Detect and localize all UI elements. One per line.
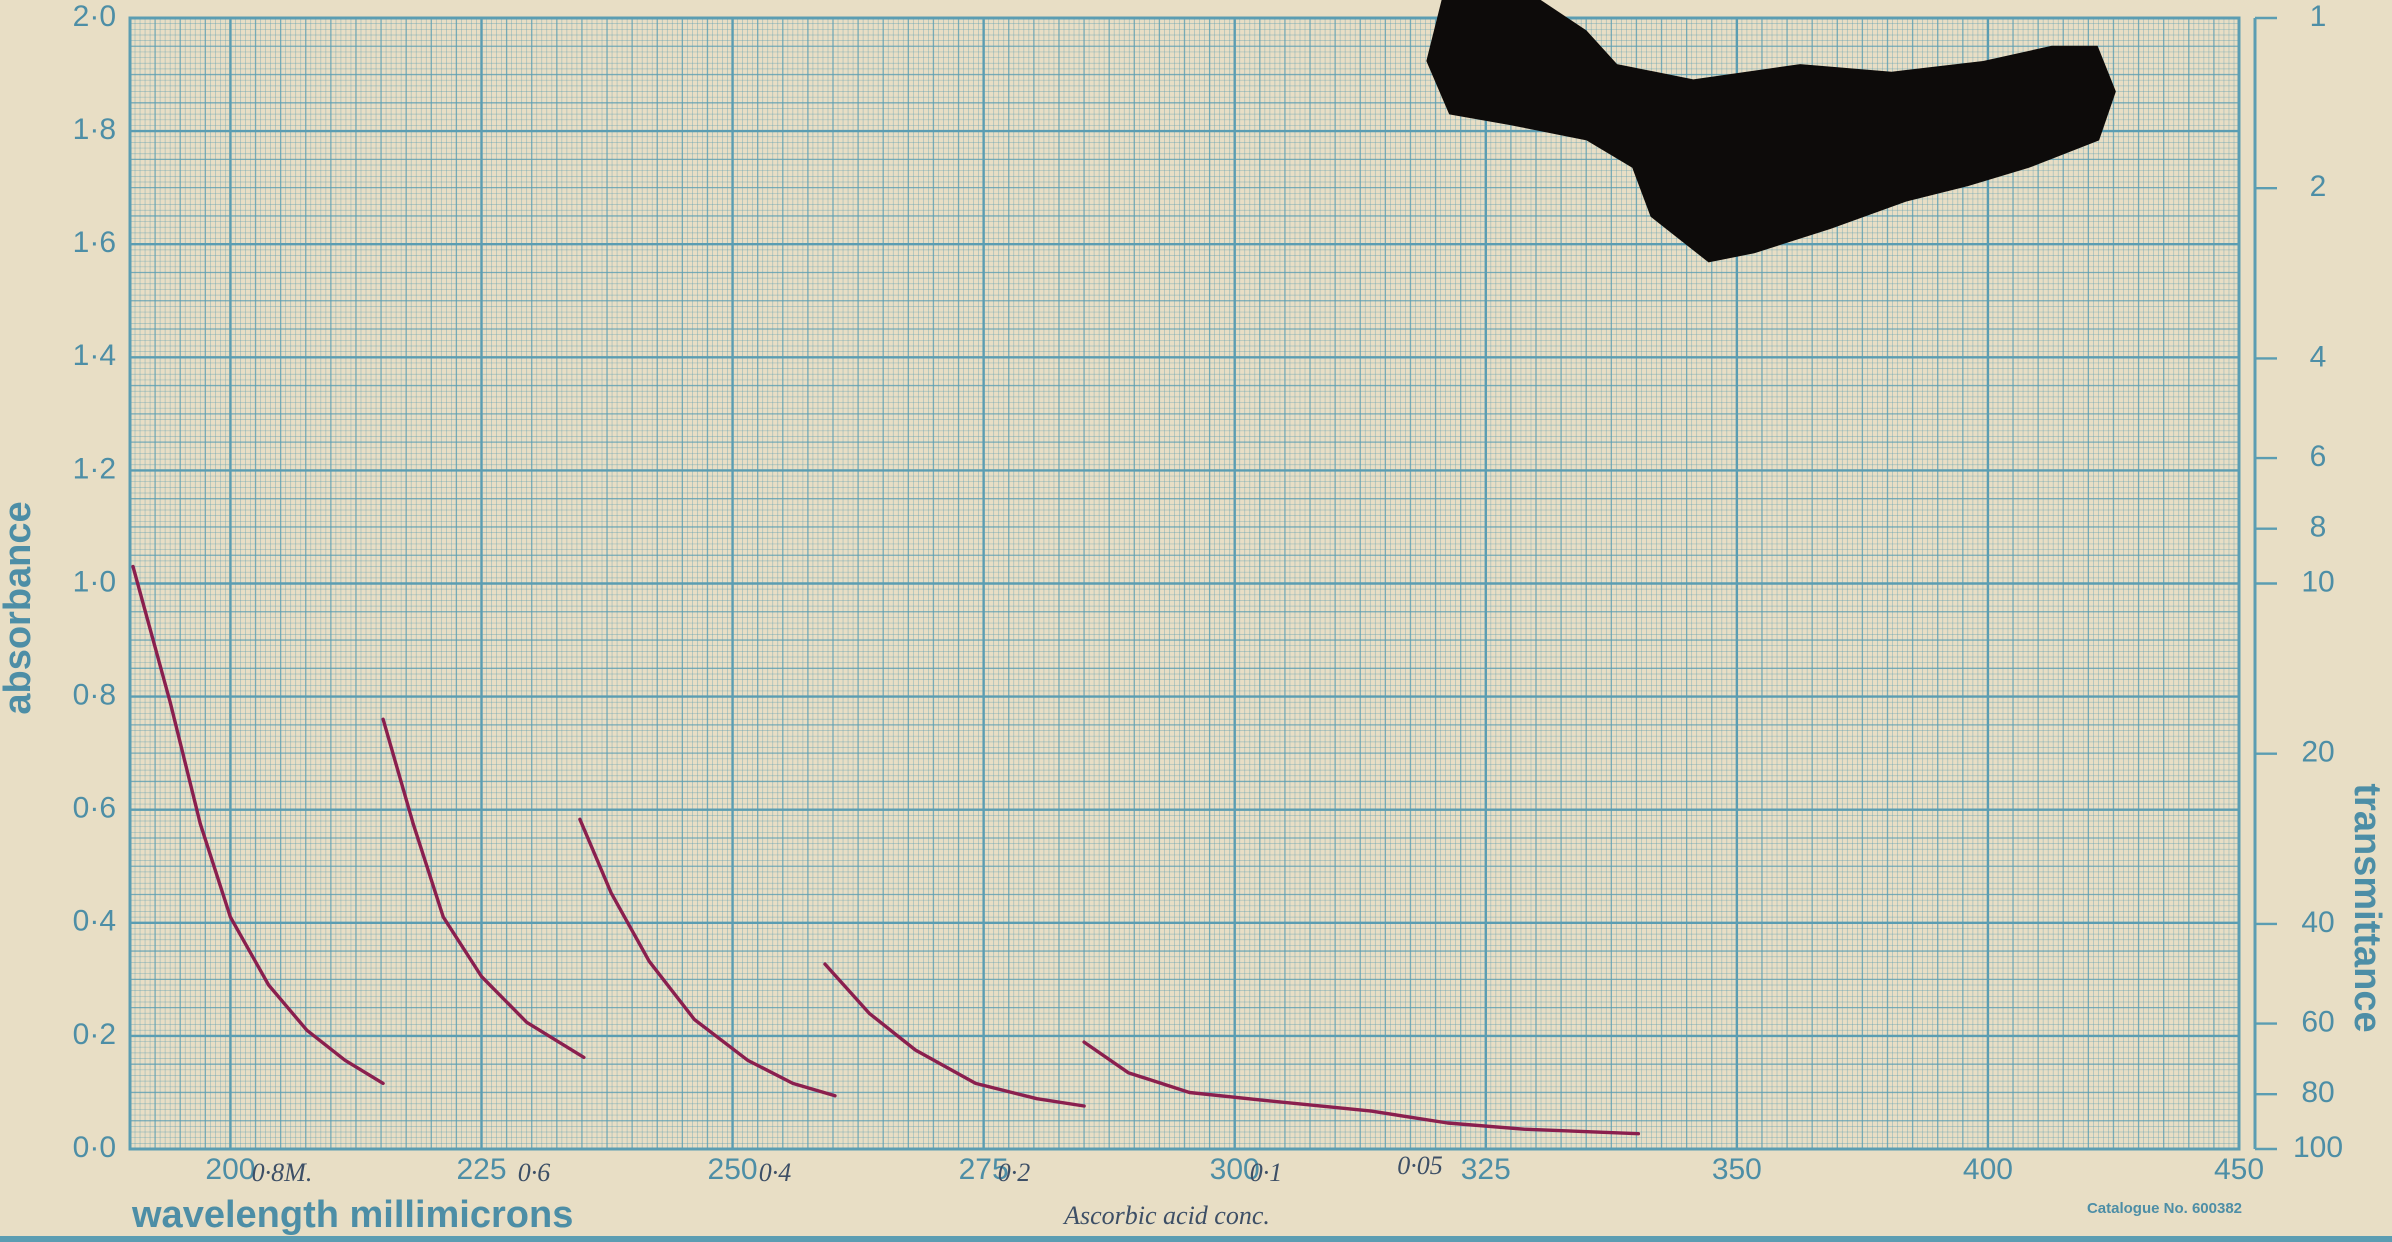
annotation: 0·2 bbox=[998, 1158, 1031, 1187]
y-tick-label: 0·0 bbox=[73, 1131, 116, 1164]
y2-tick-label: 100 bbox=[2293, 1131, 2343, 1164]
trace bbox=[823, 962, 1086, 1108]
trace bbox=[578, 817, 837, 1098]
plot-frame bbox=[128, 16, 2241, 1151]
annotation: 0·05 bbox=[1397, 1151, 1443, 1180]
y2-tick-label: 2 bbox=[2310, 170, 2327, 203]
y2-tick-label: 10 bbox=[2301, 565, 2334, 598]
y2-tick-label: 1 bbox=[2310, 0, 2327, 33]
x-tick-label: 325 bbox=[1461, 1153, 1511, 1186]
footnote: Catalogue No. 600382 bbox=[2087, 1200, 2242, 1217]
x-tick-label: 350 bbox=[1712, 1153, 1762, 1186]
y-tick-label: 2·0 bbox=[73, 0, 116, 33]
annotation: 0·1 bbox=[1250, 1158, 1283, 1187]
y2-tick-label: 40 bbox=[2301, 906, 2334, 939]
y-tick-label: 1·8 bbox=[73, 113, 116, 146]
x-axis-title: wavelength millimicrons bbox=[131, 1194, 573, 1236]
marks-layer bbox=[131, 564, 1641, 1136]
y-tick-label: 0·6 bbox=[73, 792, 116, 825]
y-axis-title: absorbance bbox=[0, 501, 39, 714]
trace bbox=[381, 717, 586, 1060]
x-tick-label: 225 bbox=[456, 1153, 506, 1186]
grid-layer bbox=[128, 16, 2277, 1151]
annotation: 0·4 bbox=[759, 1158, 792, 1187]
x-tick-label: 250 bbox=[708, 1153, 758, 1186]
annotation: Ascorbic acid conc. bbox=[1062, 1201, 1270, 1230]
y2-tick-label: 8 bbox=[2310, 511, 2327, 544]
y2-tick-label: 80 bbox=[2301, 1076, 2334, 1109]
x-tick-label: 200 bbox=[205, 1153, 255, 1186]
annotation: 0·6 bbox=[518, 1158, 551, 1187]
x-tick-label: 450 bbox=[2214, 1153, 2264, 1186]
y2-tick-label: 4 bbox=[2310, 340, 2327, 373]
x-tick-label: 300 bbox=[1210, 1153, 1260, 1186]
annotation: 0·8M. bbox=[252, 1158, 313, 1187]
bottom-band bbox=[0, 1236, 2392, 1242]
y2-tick-label: 60 bbox=[2301, 1005, 2334, 1038]
y2-tick-label: 20 bbox=[2301, 736, 2334, 769]
y2-tick-label: 6 bbox=[2310, 440, 2327, 473]
x-tick-label: 400 bbox=[1963, 1153, 2013, 1186]
x-tick-label: 275 bbox=[959, 1153, 1009, 1186]
y-tick-label: 0·2 bbox=[73, 1018, 116, 1051]
y-tick-label: 0·8 bbox=[73, 679, 116, 712]
y-tick-label: 0·4 bbox=[73, 905, 116, 938]
y-tick-label: 1·0 bbox=[73, 565, 116, 598]
trace bbox=[131, 564, 385, 1086]
torn-hole bbox=[1426, 0, 2116, 263]
y-tick-label: 1·4 bbox=[73, 339, 116, 372]
y2-axis-title: transmittance bbox=[2346, 783, 2388, 1032]
trace bbox=[1082, 1040, 1641, 1136]
y-tick-label: 1·2 bbox=[73, 452, 116, 485]
y-tick-label: 1·6 bbox=[73, 226, 116, 259]
